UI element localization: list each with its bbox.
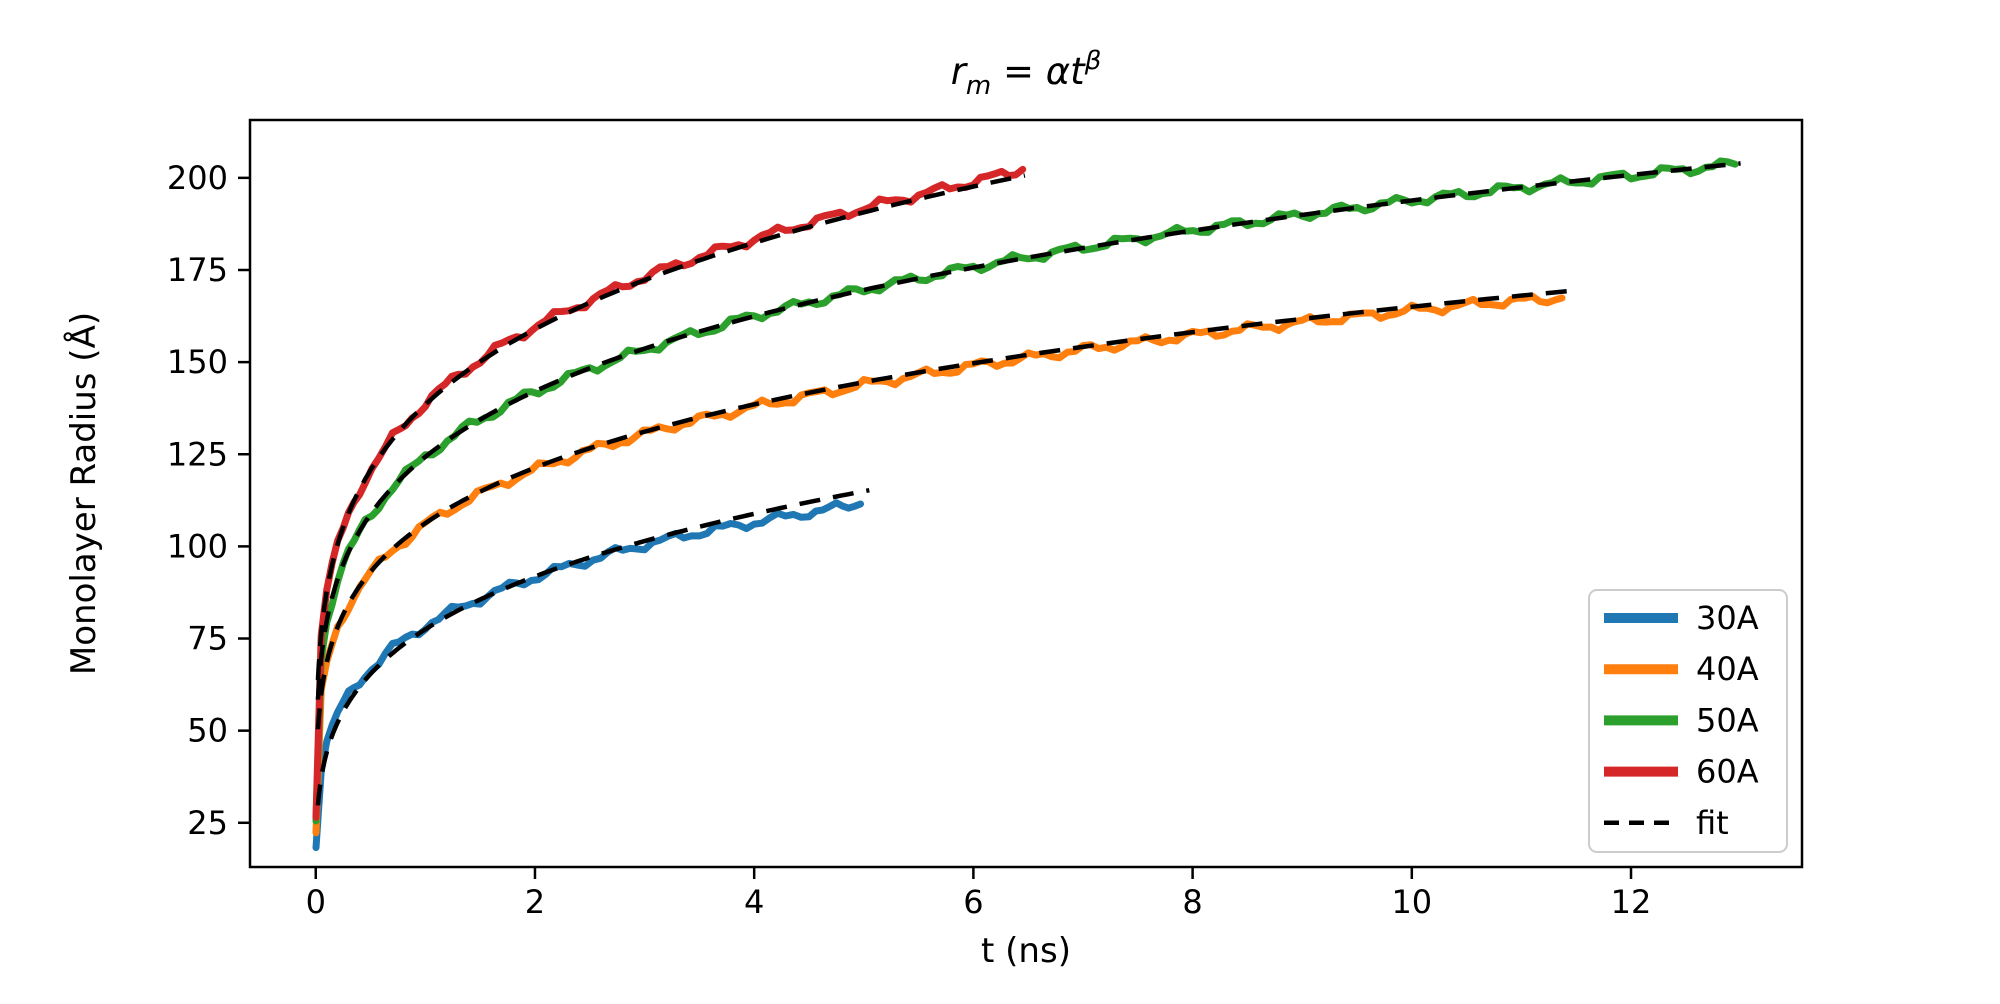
x-tick-label: 4 [744, 883, 764, 921]
fit-curve-40A [315, 288, 1568, 732]
legend-label-40A: 40A [1696, 650, 1759, 688]
data-curve-30A [312, 499, 864, 852]
x-axis-label: t (ns) [981, 931, 1071, 971]
x-tick-label: 12 [1611, 883, 1652, 921]
legend-box [1588, 589, 1788, 853]
data-curve-60A [312, 165, 1027, 821]
y-tick-label: 25 [187, 804, 228, 842]
legend-label-fit: fit [1696, 804, 1729, 842]
y-tick-label: 100 [167, 527, 228, 565]
data-curve-50A [312, 157, 1739, 825]
legend-label-30A: 30A [1696, 599, 1759, 637]
x-tick-label: 10 [1391, 883, 1432, 921]
x-tick-label: 2 [525, 883, 545, 921]
data-curve-40A [312, 292, 1566, 837]
y-axis-label: Monolayer Radius (Å) [63, 312, 104, 675]
fit-curve-50A [315, 161, 1741, 702]
y-tick-label: 125 [167, 435, 228, 473]
y-tick-label: 150 [167, 343, 228, 381]
y-tick-label: 75 [187, 620, 228, 658]
legend-label-60A: 60A [1696, 753, 1759, 791]
x-tick-label: 0 [306, 883, 326, 921]
y-tick-label: 175 [167, 251, 228, 289]
axes-frame [248, 118, 1804, 869]
y-tick-label: 200 [167, 159, 228, 197]
fit-curve-30A [315, 487, 870, 808]
x-tick-label: 6 [963, 883, 983, 921]
legend-label-50A: 50A [1696, 701, 1759, 739]
chart-title: rm = αtβ [951, 46, 1102, 101]
fit-curve-60A [315, 173, 1026, 683]
x-tick-label: 8 [1182, 883, 1202, 921]
y-tick-label: 50 [187, 712, 228, 750]
